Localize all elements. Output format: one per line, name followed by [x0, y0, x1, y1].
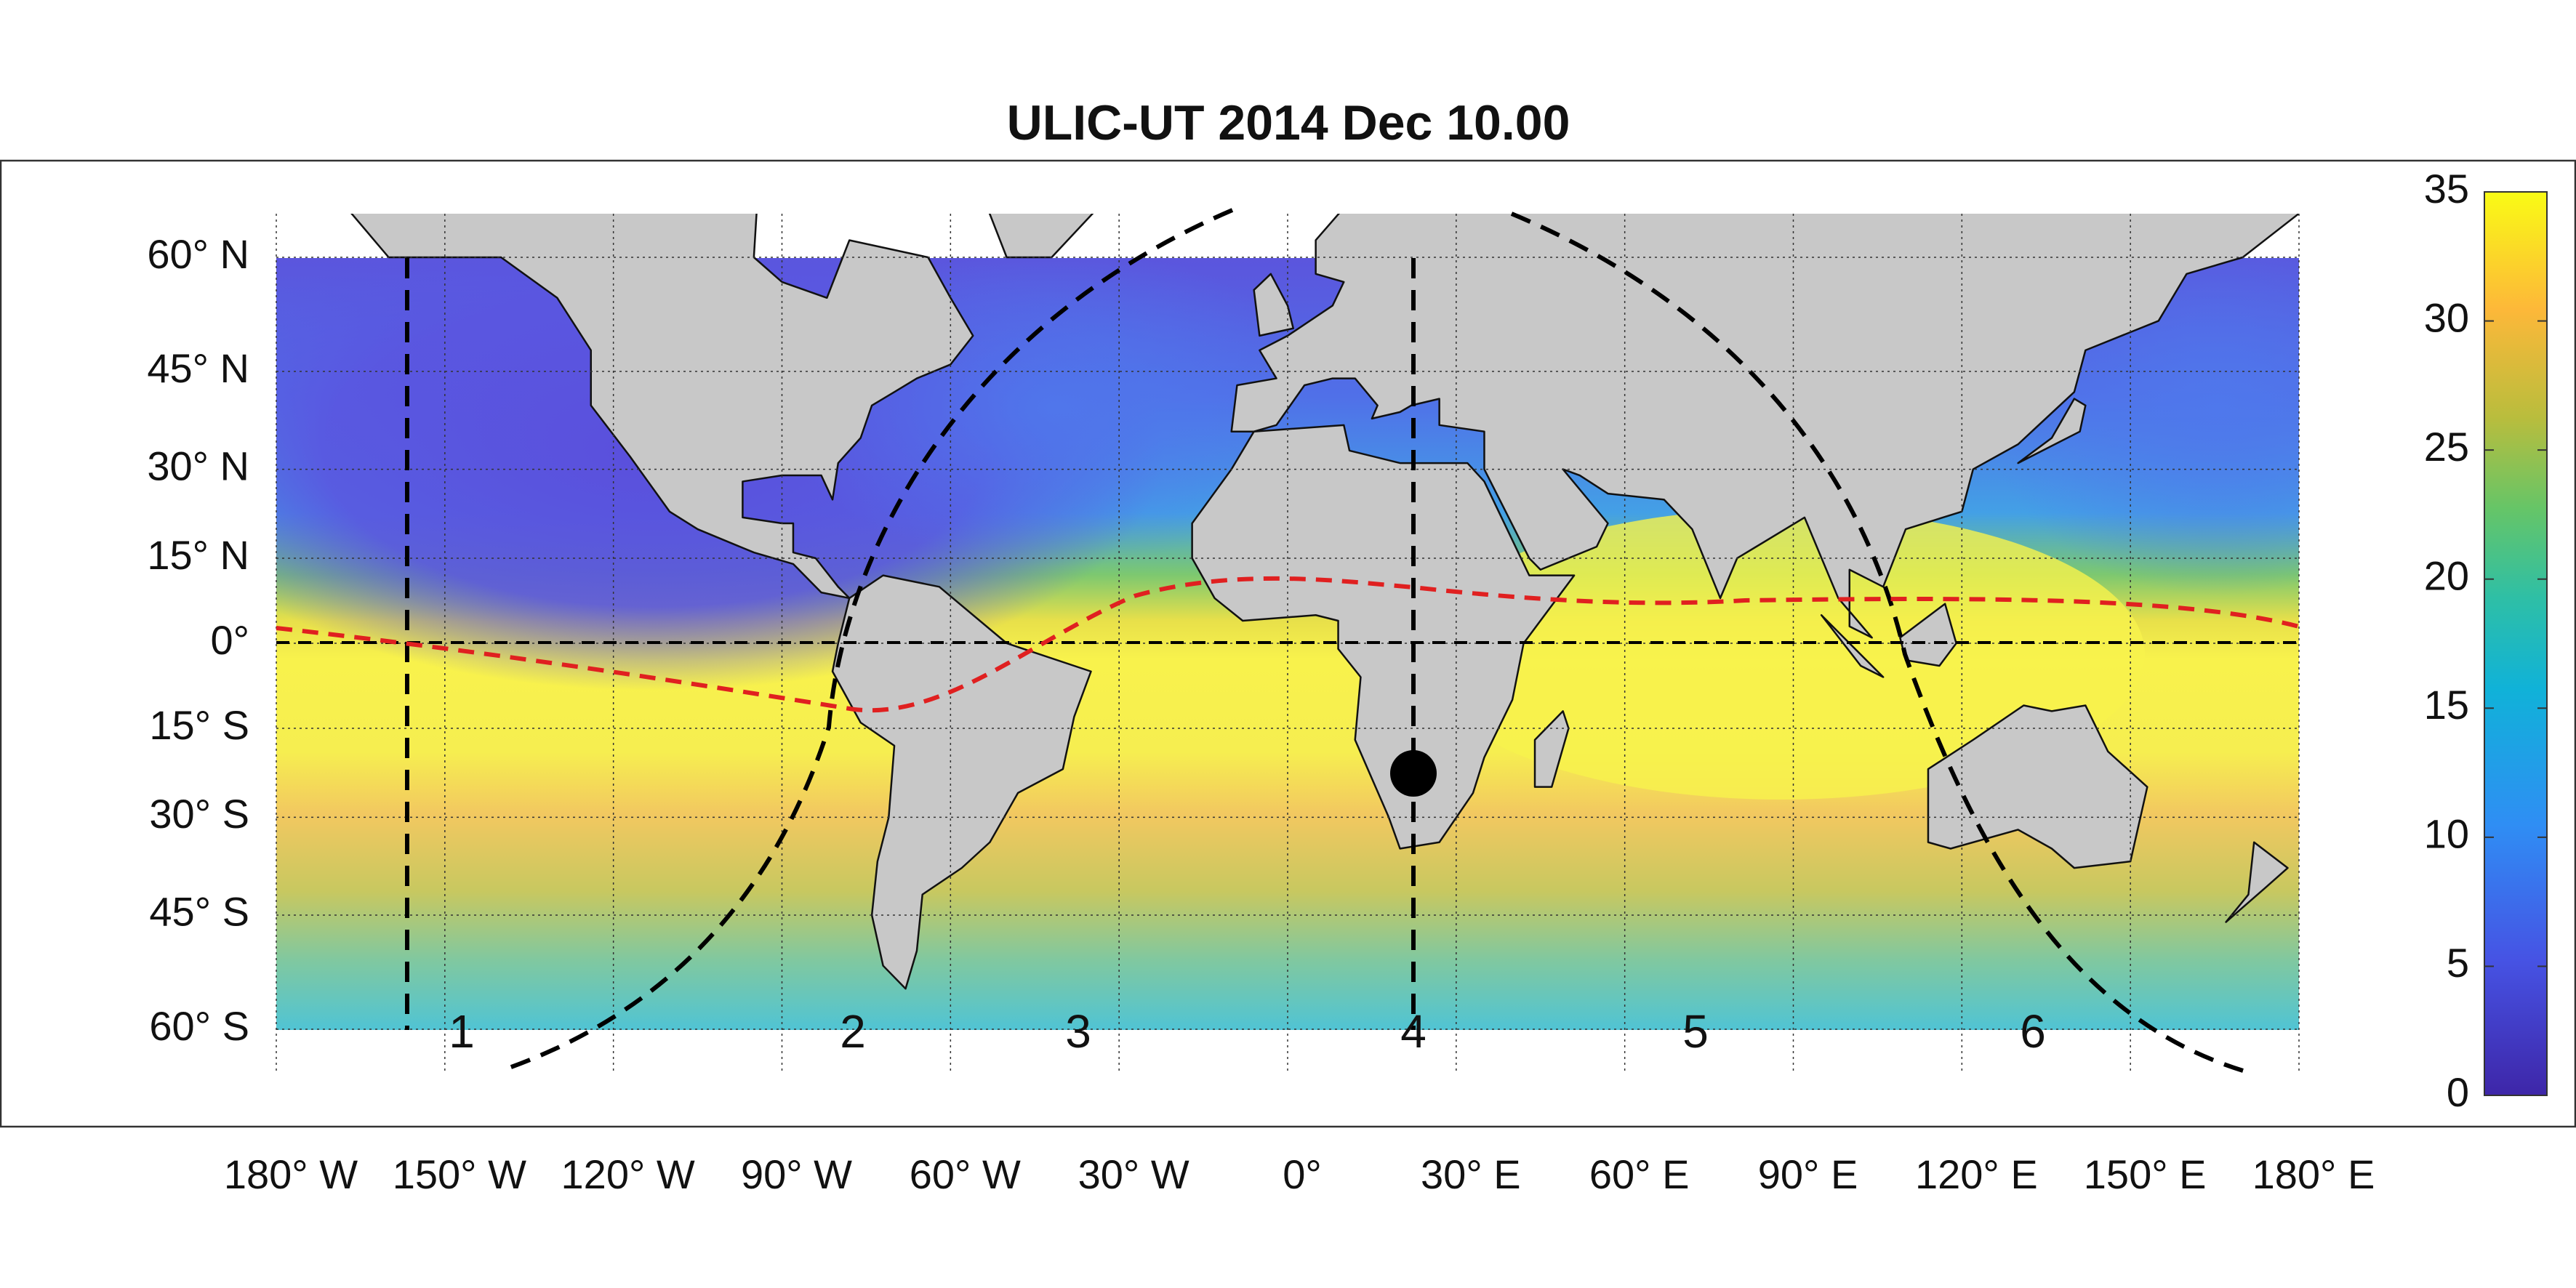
lat-tick-label: 15° S — [149, 702, 249, 748]
lon-tick-label: 30° W — [1078, 1151, 1189, 1197]
lon-tick-label: 120° W — [561, 1151, 695, 1197]
lat-tick-label: 45° S — [149, 889, 249, 935]
lat-tick-label: 0° — [210, 617, 249, 663]
lon-tick-label: 180° W — [224, 1151, 358, 1197]
lon-tick-label: 180° E — [2252, 1151, 2375, 1197]
lat-tick-label: 30° N — [147, 443, 249, 488]
frame — [0, 159, 2576, 1128]
lat-tick-label: 60° S — [149, 1003, 249, 1049]
colorbar-tick-label: 35 — [2424, 166, 2469, 212]
lon-tick-label: 60° E — [1589, 1151, 1690, 1197]
region-label: 5 — [1682, 1005, 1709, 1058]
colorbar-tick-label: 15 — [2424, 682, 2469, 728]
lon-tick-label: 150° E — [2084, 1151, 2207, 1197]
colorbar-tick-label: 10 — [2424, 811, 2469, 857]
lat-tick-label: 45° N — [147, 345, 249, 391]
title: ULIC-UT 2014 Dec 10.00 — [1007, 95, 1570, 150]
site-marker — [1390, 750, 1437, 797]
continents — [350, 214, 2299, 990]
colorbar-tick-label: 0 — [2447, 1069, 2469, 1115]
lon-tick-label: 120° E — [1915, 1151, 2038, 1197]
overlay-lines — [276, 208, 2300, 1073]
lat-tick-label: 30° S — [149, 791, 249, 837]
colorbar-tick-label: 25 — [2424, 424, 2469, 470]
labels: 180° W 150° W 120° W 90° W 60° W 30° W 0° 30° E… — [147, 166, 2547, 1197]
terminator-arc — [1510, 212, 2244, 1073]
lon-tick-label: 30° E — [1421, 1151, 1521, 1197]
terminator-arc — [500, 208, 1234, 1073]
region-label: 3 — [1065, 1005, 1091, 1058]
lon-tick-label: 90° E — [1758, 1151, 1858, 1197]
lon-tick-label: 90° W — [741, 1151, 852, 1197]
lat-tick-label: 15° N — [147, 532, 249, 578]
region-label: 4 — [1400, 1005, 1427, 1058]
lon-tick-label: 60° W — [910, 1151, 1021, 1197]
lat-tick-label: 60° N — [147, 231, 249, 277]
colorbar-tick-label: 20 — [2424, 553, 2469, 599]
lon-tick-label: 150° W — [393, 1151, 526, 1197]
region-label: 6 — [2020, 1005, 2046, 1058]
lon-tick-label: 0° — [1283, 1151, 1322, 1197]
region-label: 1 — [449, 1005, 475, 1058]
colorbar-tick-label: 5 — [2447, 940, 2469, 986]
colorbar-tick-label: 30 — [2424, 294, 2469, 340]
colorbar — [2484, 191, 2548, 1096]
region-label: 2 — [840, 1005, 866, 1058]
